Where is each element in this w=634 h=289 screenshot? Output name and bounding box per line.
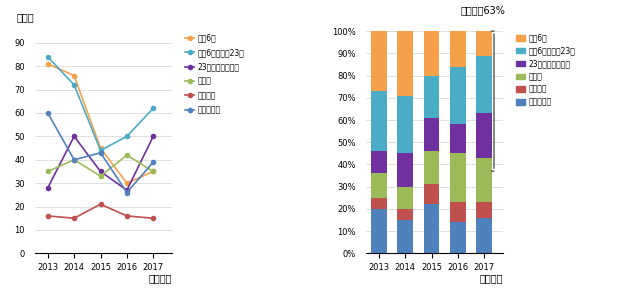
Bar: [398, 96, 413, 153]
都心6区以外の23区: [44, 55, 51, 59]
Legend: 都心6区, 都心6区以外の23区, 23区以外の東京圏, 大阪圏, 名古屋圏, その他地域: 都心6区, 都心6区以外の23区, 23区以外の東京圏, 大阪圏, 名古屋圏, …: [514, 31, 578, 110]
X-axis label: （年度）: （年度）: [148, 273, 172, 284]
Bar: [398, 187, 413, 209]
都心6区: [70, 74, 78, 77]
都心6区: [123, 181, 131, 185]
名古屋圏: [150, 216, 157, 220]
Line: 大阪圏: 大阪圏: [46, 153, 155, 178]
Line: 名古屋圏: 名古屋圏: [46, 202, 155, 220]
Bar: [371, 198, 387, 209]
その他地域: [123, 191, 131, 194]
Bar: [476, 55, 492, 113]
Bar: [450, 222, 466, 253]
都心6区: [44, 62, 51, 66]
Bar: [398, 153, 413, 187]
Line: 23区以外の東京圏: 23区以外の東京圏: [46, 134, 155, 192]
その他地域: [97, 151, 105, 155]
その他地域: [150, 160, 157, 164]
大阪圏: [150, 170, 157, 173]
名古屋圏: [70, 216, 78, 220]
Bar: [398, 31, 413, 96]
Bar: [424, 151, 439, 184]
都心6区以外の23区: [123, 135, 131, 138]
Legend: 都心6区, 都心6区以外の23区, 23区以外の東京圏, 大阪圏, 名古屋圏, その他地域: 都心6区, 都心6区以外の23区, 23区以外の東京圏, 大阪圏, 名古屋圏, …: [182, 31, 247, 117]
都心6区以外の23区: [70, 83, 78, 87]
Bar: [450, 202, 466, 222]
大阪圏: [97, 175, 105, 178]
大阪圏: [44, 170, 51, 173]
Bar: [371, 151, 387, 173]
Bar: [398, 220, 413, 253]
Bar: [450, 67, 466, 125]
都心6区: [150, 170, 157, 173]
その他地域: [70, 158, 78, 162]
Bar: [450, 153, 466, 202]
X-axis label: （年度）: （年度）: [479, 273, 503, 284]
Bar: [371, 209, 387, 253]
Bar: [450, 31, 466, 67]
名古屋圏: [44, 214, 51, 218]
名古屋圏: [123, 214, 131, 218]
名古屋圏: [97, 203, 105, 206]
Bar: [424, 184, 439, 204]
大阪圏: [123, 153, 131, 157]
Bar: [424, 118, 439, 151]
Bar: [476, 113, 492, 158]
23区以外の東京圏: [44, 186, 51, 190]
Bar: [424, 75, 439, 118]
Bar: [476, 202, 492, 218]
Bar: [476, 218, 492, 253]
都心6区以外の23区: [97, 149, 105, 152]
23区以外の東京圏: [123, 188, 131, 192]
Bar: [450, 125, 466, 153]
Line: その他地域: その他地域: [46, 111, 155, 194]
Line: 都心6区: 都心6区: [46, 62, 155, 185]
23区以外の東京圏: [70, 135, 78, 138]
23区以外の東京圏: [150, 135, 157, 138]
23区以外の東京圏: [97, 170, 105, 173]
Line: 都心6区以外の23区: 都心6区以外の23区: [46, 55, 155, 153]
都心6区: [97, 146, 105, 150]
Bar: [424, 31, 439, 75]
Bar: [476, 31, 492, 55]
Text: （件）: （件）: [16, 12, 34, 22]
Bar: [371, 31, 387, 91]
大阪圏: [70, 158, 78, 162]
Bar: [424, 204, 439, 253]
Text: 東京圏は63%: 東京圏は63%: [460, 5, 505, 16]
Bar: [371, 173, 387, 198]
都心6区以外の23区: [150, 107, 157, 110]
Bar: [398, 209, 413, 220]
Bar: [371, 91, 387, 151]
Bar: [476, 158, 492, 202]
その他地域: [44, 111, 51, 115]
